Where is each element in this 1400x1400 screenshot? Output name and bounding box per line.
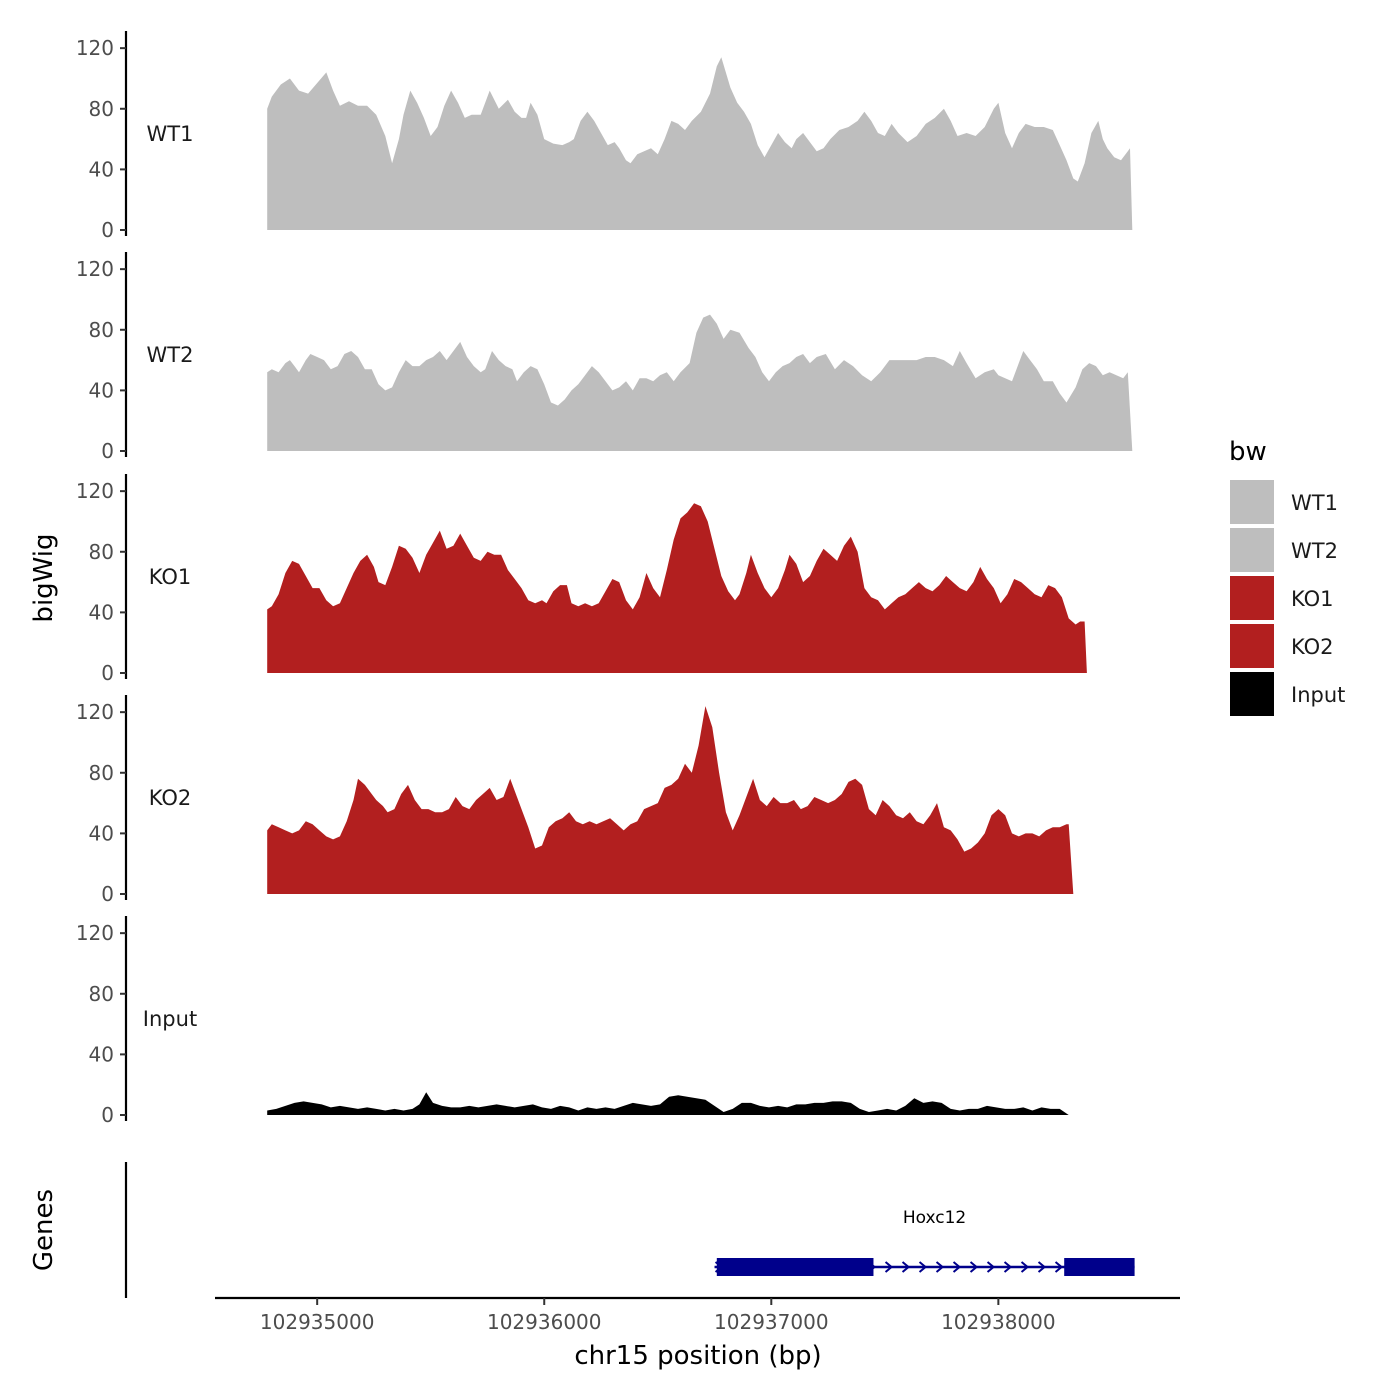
- track-label-input: Input: [143, 1007, 197, 1031]
- track-panel-wt1: 0 40 80 120 WT1: [76, 31, 1133, 242]
- track-label-wt2: WT2: [147, 343, 194, 367]
- x-axis-title: chr15 position (bp): [574, 1341, 821, 1371]
- y-tick-label: 120: [76, 257, 114, 281]
- legend-entry-ko2: KO2: [1230, 624, 1334, 668]
- y-tick-label: 40: [89, 378, 114, 402]
- coverage-area-input: [267, 1092, 1069, 1115]
- strand-arrow: [1037, 1261, 1047, 1273]
- strand-arrow: [969, 1261, 979, 1273]
- legend-swatch: [1230, 624, 1274, 668]
- x-tick-label: 102937000: [714, 1310, 829, 1334]
- track-panel-ko2: 0 40 80 120 KO2: [76, 695, 1074, 906]
- x-axis: 102935000 102936000 102937000 102938000: [215, 1296, 1180, 1334]
- legend-swatch: [1230, 576, 1274, 620]
- y-tick-label: 80: [89, 97, 114, 121]
- y-tick-label: 80: [89, 982, 114, 1006]
- strand-arrow: [901, 1261, 911, 1273]
- y-tick-label: 120: [76, 700, 114, 724]
- legend-label: WT1: [1291, 491, 1338, 515]
- legend-entry-wt2: WT2: [1230, 528, 1338, 572]
- genes-track-title: Genes: [29, 1189, 59, 1271]
- strand-arrow: [952, 1261, 962, 1273]
- y-tick-label: 40: [89, 821, 114, 845]
- x-tick-label: 102938000: [941, 1310, 1056, 1334]
- legend-label: KO1: [1291, 587, 1334, 611]
- y-tick-label: 40: [89, 1042, 114, 1066]
- strand-arrow: [986, 1261, 996, 1273]
- legend-label: KO2: [1291, 635, 1334, 659]
- legend-label: WT2: [1291, 539, 1338, 563]
- y-tick-label: 0: [101, 218, 114, 242]
- legend-swatch: [1230, 480, 1274, 524]
- track-label-ko1: KO1: [149, 565, 192, 589]
- y-tick-label: 0: [101, 661, 114, 685]
- legend-label: Input: [1291, 683, 1345, 707]
- track-panel-wt2: 0 40 80 120 WT2: [76, 252, 1133, 463]
- strand-arrow: [1054, 1261, 1064, 1273]
- gene-exon: [1064, 1258, 1135, 1276]
- y-tick-label: 0: [101, 882, 114, 906]
- y-axis-title: bigWig: [29, 533, 59, 622]
- y-tick-label: 120: [76, 36, 114, 60]
- y-tick-label: 120: [76, 921, 114, 945]
- y-tick-label: 80: [89, 540, 114, 564]
- y-tick-label: 120: [76, 479, 114, 503]
- track-label-wt1: WT1: [147, 122, 194, 146]
- coverage-area-ko1: [267, 503, 1087, 673]
- legend-swatch: [1230, 672, 1274, 716]
- coverage-area-ko2: [267, 706, 1074, 894]
- strand-arrow: [1003, 1261, 1013, 1273]
- track-panel-ko1: 0 40 80 120 KO1: [76, 474, 1087, 685]
- track-panel-input: 0 40 80 120 Input: [76, 916, 1069, 1127]
- y-tick-label: 40: [89, 157, 114, 181]
- legend-swatch: [1230, 528, 1274, 572]
- y-tick-label: 40: [89, 600, 114, 624]
- gene-hoxc12: Hoxc12: [714, 1208, 1135, 1276]
- legend-title: bw: [1229, 437, 1267, 467]
- legend-entry-wt1: WT1: [1230, 480, 1338, 524]
- track-panels: 0 40 80 120 WT1 0 40 80 120 WT2 0 40 80 120 KO1 0 40 80 12…: [76, 31, 1133, 1127]
- y-tick-label: 0: [101, 439, 114, 463]
- coverage-area-wt2: [267, 314, 1133, 451]
- strand-arrow: [935, 1261, 945, 1273]
- coverage-area-wt1: [267, 57, 1133, 231]
- legend-entry-ko1: KO1: [1230, 576, 1334, 620]
- gene-exon: [716, 1258, 874, 1276]
- y-tick-label: 80: [89, 318, 114, 342]
- strand-arrow: [884, 1261, 894, 1273]
- legend-entry-input: Input: [1230, 672, 1345, 716]
- legend: bw WT1 WT2 KO1 KO2 Input: [1229, 437, 1345, 716]
- strand-arrow: [1020, 1261, 1030, 1273]
- x-tick-label: 102936000: [487, 1310, 602, 1334]
- strand-arrow: [918, 1261, 928, 1273]
- y-tick-label: 80: [89, 761, 114, 785]
- genes-panel: Hoxc12: [124, 1162, 1135, 1298]
- x-tick-label: 102935000: [260, 1310, 375, 1334]
- track-label-ko2: KO2: [149, 786, 192, 810]
- gene-label: Hoxc12: [903, 1208, 966, 1228]
- y-tick-label: 0: [101, 1103, 114, 1127]
